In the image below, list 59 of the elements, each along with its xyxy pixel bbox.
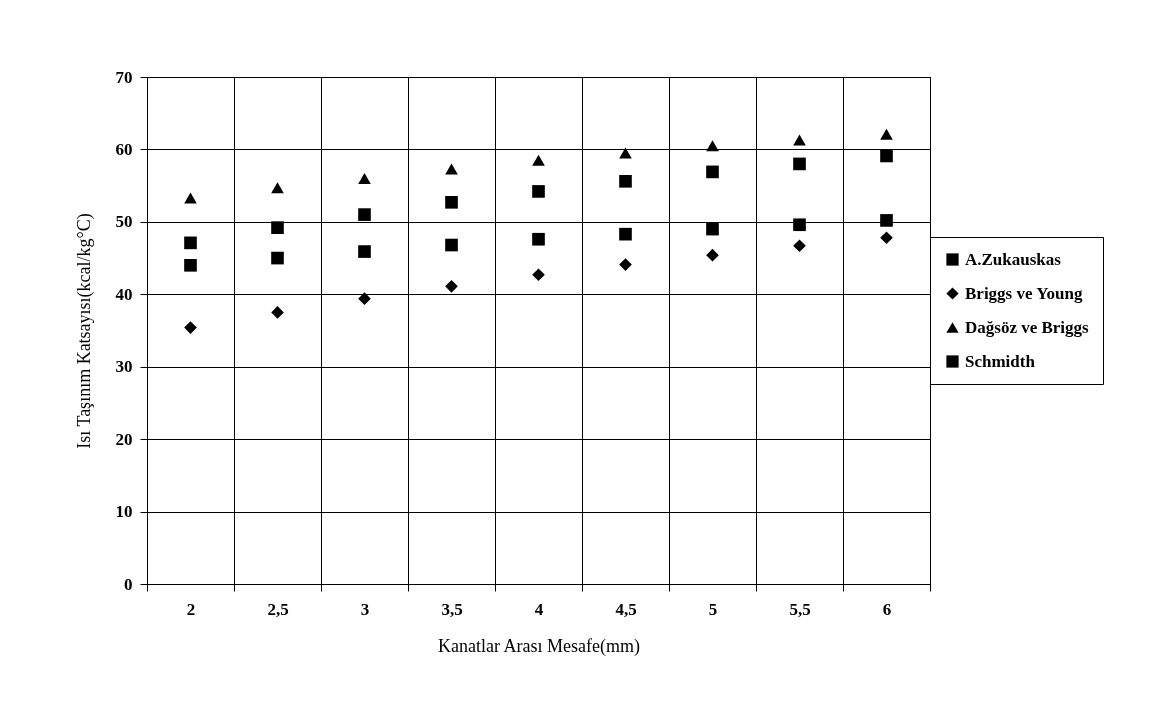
point — [358, 172, 371, 184]
point — [532, 268, 545, 282]
point — [880, 128, 893, 140]
point — [532, 185, 545, 198]
y-tick-label: 0 — [124, 574, 133, 594]
point — [184, 236, 197, 250]
point — [706, 248, 719, 262]
point — [532, 154, 545, 166]
point — [793, 157, 806, 171]
x-tick-label: 2,5 — [267, 599, 289, 619]
x-tick-label: 4,5 — [615, 599, 637, 619]
y-axis-title: Isı Taşınım Katsayısı(kcal/kg°C) — [73, 213, 95, 449]
x-axis-title: Kanatlar Arası Mesafe(mm) — [438, 635, 640, 657]
point — [532, 232, 545, 246]
x-tick-label: 3,5 — [441, 599, 463, 619]
y-tick-label: 20 — [115, 429, 133, 449]
y-tick-label: 60 — [115, 139, 133, 159]
legend-label: Briggs ve Young — [965, 283, 1083, 303]
point — [619, 258, 632, 271]
point — [793, 239, 806, 253]
point — [706, 165, 719, 179]
point — [880, 231, 893, 245]
x-tick-label: 5 — [708, 599, 718, 619]
x-tick-label: 3 — [360, 599, 370, 619]
point — [358, 245, 371, 258]
point — [619, 174, 632, 188]
y-tick-label: 50 — [115, 212, 133, 232]
y-tick-label: 70 — [115, 67, 133, 87]
point — [184, 321, 197, 334]
point — [445, 163, 458, 175]
y-tick-label: 40 — [115, 284, 133, 304]
point — [706, 140, 719, 152]
point — [619, 227, 632, 241]
point — [271, 251, 284, 265]
legend-label: Schmidth — [965, 351, 1036, 371]
point — [880, 149, 893, 163]
point — [445, 195, 458, 209]
point — [880, 214, 893, 227]
point — [184, 192, 197, 204]
point — [706, 222, 719, 236]
y-tick-label: 30 — [115, 357, 133, 377]
x-tick-label: 4 — [534, 599, 544, 619]
legend-label: A.Zukauskas — [965, 249, 1062, 269]
x-tick-label: 6 — [882, 599, 892, 619]
point — [184, 258, 197, 272]
point — [271, 182, 284, 194]
x-tick-label: 2 — [186, 599, 196, 619]
point — [271, 306, 284, 319]
y-tick-label: 10 — [115, 502, 133, 522]
point — [271, 221, 284, 234]
x-tick-label: 5,5 — [789, 599, 811, 619]
point — [619, 147, 632, 159]
point — [445, 279, 458, 293]
point — [358, 292, 371, 305]
point — [358, 208, 371, 221]
point — [793, 134, 806, 146]
point — [793, 218, 806, 232]
point — [445, 238, 458, 252]
legend-label: Dağsöz ve Briggs — [965, 317, 1090, 337]
